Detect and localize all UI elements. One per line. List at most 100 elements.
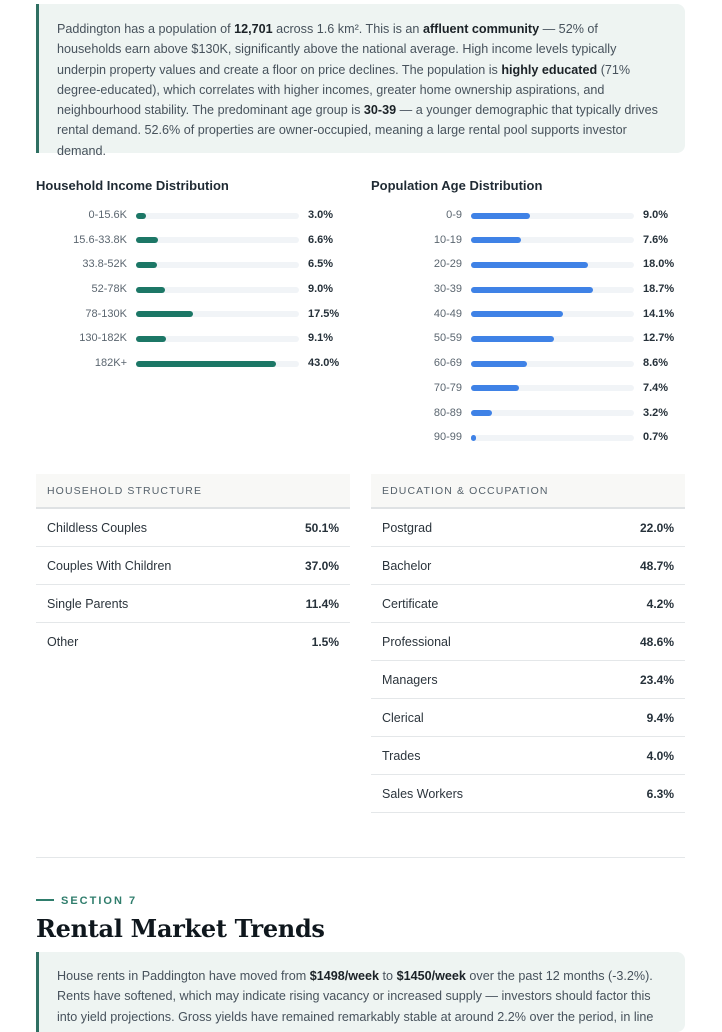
income-bar-track bbox=[136, 237, 299, 244]
income-bar-value: 3.0% bbox=[308, 209, 334, 221]
age-bar bbox=[471, 410, 492, 416]
section-label-text: SECTION 7 bbox=[61, 895, 138, 907]
household-row-label: Couples With Children bbox=[47, 559, 172, 573]
section-label: SECTION 7 bbox=[36, 895, 137, 907]
affluent-highlight: affluent community bbox=[422, 22, 540, 36]
age-bar-label: 70-79 bbox=[433, 381, 462, 394]
income-bar-label: 33.8-52K bbox=[82, 258, 127, 271]
age-group-highlight: 30-39 bbox=[363, 103, 397, 118]
age-bar-row: 0-9 9.0% bbox=[371, 208, 691, 233]
income-bar-track bbox=[136, 286, 299, 293]
population-value: 12,701 bbox=[234, 22, 273, 36]
age-bar-row: 70-79 7.4% bbox=[371, 381, 691, 406]
section-title: Rental Market Trends bbox=[36, 914, 325, 943]
education-table-row: Postgrad 22.0% bbox=[371, 509, 685, 547]
household-row-label: Single Parents bbox=[47, 597, 129, 611]
income-bar-label: 182K+ bbox=[94, 357, 127, 370]
rent-text-segment: to bbox=[379, 969, 397, 983]
rental-summary-callout: House rents in Paddington have moved fro… bbox=[36, 952, 685, 1032]
household-row-value: 11.4% bbox=[305, 597, 339, 611]
income-bar bbox=[136, 286, 166, 293]
age-distribution-chart: 0-9 9.0% 10-19 7.6% 20-29 18.0% 30-39 18.7% 40-4… bbox=[371, 208, 691, 455]
education-row-label: Professional bbox=[382, 635, 451, 649]
age-bar-label: 30-39 bbox=[433, 283, 462, 296]
age-bar-label: 10-19 bbox=[433, 233, 462, 246]
age-bar-label: 50-59 bbox=[433, 332, 462, 345]
education-occupation-table: EDUCATION & OCCUPATION Postgrad 22.0% Bach… bbox=[371, 474, 685, 813]
income-bar-track bbox=[136, 360, 299, 367]
age-bar-track bbox=[471, 237, 634, 244]
education-table-row: Bachelor 48.7% bbox=[371, 547, 685, 585]
household-table-row: Childless Couples 50.1% bbox=[36, 509, 350, 547]
income-bar-track bbox=[136, 311, 299, 318]
income-bar-row: 78-130K 17.5% bbox=[36, 307, 356, 332]
education-row-value: 4.2% bbox=[646, 597, 674, 611]
education-occupation-header: EDUCATION & OCCUPATION bbox=[371, 474, 685, 509]
income-bar bbox=[136, 335, 166, 342]
age-bar-label: 90-99 bbox=[433, 431, 462, 444]
age-bar-row: 40-49 14.1% bbox=[371, 307, 691, 332]
age-bar bbox=[471, 261, 589, 268]
age-bar-label: 80-89 bbox=[433, 406, 462, 419]
income-bar-value: 9.1% bbox=[308, 332, 334, 345]
summary-text-segment: across 1.6 km². This is an bbox=[272, 22, 423, 36]
income-bar-value: 6.5% bbox=[308, 258, 334, 271]
income-bar-track bbox=[136, 335, 299, 342]
education-row-value: 9.4% bbox=[646, 711, 674, 725]
income-distribution-chart: 0-15.6K 3.0% 15.6-33.8K 6.6% 33.8-52K 6.5% 52-… bbox=[36, 208, 356, 381]
age-bar-row: 30-39 18.7% bbox=[371, 282, 691, 307]
age-bar bbox=[471, 311, 563, 318]
income-bar-label: 15.6-33.8K bbox=[73, 233, 127, 246]
rental-summary-text: House rents in Paddington have moved fro… bbox=[57, 966, 665, 1027]
education-table-row: Trades 4.0% bbox=[371, 737, 685, 775]
age-bar-track bbox=[471, 286, 634, 293]
demographics-summary-text: Paddington has a population of 12,701 ac… bbox=[57, 19, 665, 161]
education-row-label: Certificate bbox=[382, 597, 439, 611]
household-structure-header: HOUSEHOLD STRUCTURE bbox=[36, 474, 350, 509]
education-row-value: 4.0% bbox=[646, 749, 674, 763]
age-bar-value: 8.6% bbox=[643, 357, 669, 370]
age-bar-track bbox=[471, 311, 634, 318]
age-bar-value: 18.0% bbox=[643, 258, 675, 271]
income-bar bbox=[136, 311, 194, 318]
age-chart-title: Population Age Distribution bbox=[371, 178, 543, 193]
household-row-value: 37.0% bbox=[304, 559, 339, 573]
household-table-row: Couples With Children 37.0% bbox=[36, 547, 350, 585]
education-table-row: Sales Workers 6.3% bbox=[371, 775, 685, 813]
age-bar-label: 40-49 bbox=[433, 307, 462, 320]
income-bar-row: 130-182K 9.1% bbox=[36, 331, 356, 356]
income-bar-label: 52-78K bbox=[91, 283, 127, 296]
income-chart-title: Household Income Distribution bbox=[36, 178, 229, 193]
section-divider bbox=[36, 857, 685, 858]
education-table-row: Certificate 4.2% bbox=[371, 585, 685, 623]
household-row-label: Childless Couples bbox=[47, 521, 148, 535]
income-bar-value: 17.5% bbox=[308, 307, 340, 320]
age-bar-value: 7.4% bbox=[643, 381, 669, 394]
income-bar-row: 182K+ 43.0% bbox=[36, 356, 356, 381]
summary-text-segment: (71% degree-educated), which correlates … bbox=[57, 62, 631, 118]
age-bar-value: 7.6% bbox=[643, 233, 669, 246]
income-bar-row: 52-78K 9.0% bbox=[36, 282, 356, 307]
education-table-row: Managers 23.4% bbox=[371, 661, 685, 699]
age-bar-value: 14.1% bbox=[643, 307, 675, 320]
rent-to-value: $1450/week bbox=[396, 969, 466, 983]
income-bar bbox=[136, 360, 277, 367]
age-bar-value: 0.7% bbox=[643, 431, 669, 444]
section-dash bbox=[36, 899, 54, 902]
income-bar-value: 6.6% bbox=[308, 233, 334, 246]
age-bar-label: 20-29 bbox=[433, 258, 462, 271]
age-bar-track bbox=[471, 385, 634, 392]
age-bar-row: 80-89 3.2% bbox=[371, 406, 691, 431]
age-bar-value: 12.7% bbox=[643, 332, 675, 345]
age-bar-track bbox=[471, 360, 634, 367]
education-table-row: Clerical 9.4% bbox=[371, 699, 685, 737]
income-bar bbox=[136, 237, 158, 244]
income-bar-label: 130-182K bbox=[79, 332, 127, 345]
income-bar-value: 9.0% bbox=[308, 283, 334, 296]
education-table-row: Professional 48.6% bbox=[371, 623, 685, 661]
age-bar-track bbox=[471, 212, 634, 219]
rent-from-value: $1498/week bbox=[309, 969, 380, 983]
income-bar-track bbox=[136, 261, 299, 268]
education-row-value: 48.6% bbox=[639, 635, 674, 649]
age-bar bbox=[471, 237, 521, 244]
